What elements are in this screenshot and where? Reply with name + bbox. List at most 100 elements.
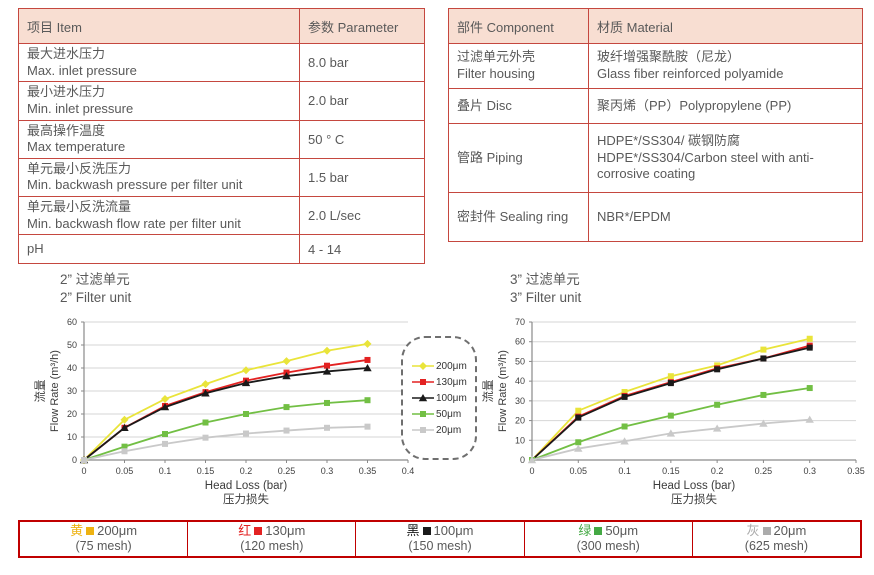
svg-text:Head Loss (bar): Head Loss (bar) [653,480,736,492]
svg-text:0.25: 0.25 [278,466,296,476]
legend-label: 100μm [436,392,467,404]
svg-text:流量: 流量 [482,380,495,403]
item-cell: 单元最小反洗压力 Min. backwash pressure per filte… [18,157,300,198]
item-cell: 最高操作温度 Max temperature [18,119,300,159]
svg-text:Flow Rate (m³/h): Flow Rate (m³/h) [49,350,61,432]
series-legend-box: 200μm 130μm 100μm 50μm 20μm [401,336,477,460]
square-marker-icon [412,411,434,417]
mesh-legend-cell: 绿 50μm (300 mesh) [525,522,693,556]
legend-item: 100μm [412,393,475,404]
svg-text:10: 10 [515,435,525,445]
color-name-zh: 黑 [406,523,420,539]
table-row: 单元最小反洗压力 Min. backwash pressure per filte… [18,157,425,198]
svg-text:10: 10 [67,432,77,442]
table-row: 最小进水压力 Min. inlet pressure 2.0 bar [18,81,425,121]
flow-rate-chart-2in: 0 10 20 30 40 50 60 0 0.05 0.1 0.15 0.2 0.25 0.3 0.35 0… [34,317,415,506]
spec-table: 项目 Item 参数 Parameter 最大进水压力 Max. inlet pr… [18,8,425,265]
mesh-count-label: (625 mesh) [744,539,809,554]
item-cell: 最大进水压力 Max. inlet pressure [18,42,300,83]
svg-text:压力损失: 压力损失 [223,492,269,506]
diamond-marker-icon [412,362,434,370]
component-cell: 管路 Piping [448,123,589,193]
table-row: 过滤单元外壳 Filter housing 玻纤增强聚酰胺（尼龙） Glass fi… [448,43,863,89]
component-cell: 叠片 Disc [448,88,589,124]
value-cell: 8.0 bar [299,42,425,83]
svg-text:50: 50 [515,356,525,366]
svg-text:60: 60 [515,337,525,347]
table-row: 叠片 Disc 聚丙烯（PP）Polypropylene (PP) [448,88,863,124]
chart-title-en: 2” Filter unit [60,289,132,305]
mesh-size-line: 绿 50μm [578,523,638,539]
material-cell: 聚丙烯（PP）Polypropylene (PP) [588,88,863,124]
chart-title-zh: 2” 过滤单元 [60,272,130,287]
svg-text:0.1: 0.1 [618,466,631,476]
flow-rate-chart-3in: 0 10 20 30 40 50 60 70 0 0.05 0.1 0.15 0.2 0.25 0.3 0.3… [482,317,865,506]
material-header: 材质 Material [588,8,863,44]
svg-text:0.2: 0.2 [711,466,724,476]
svg-text:40: 40 [67,363,77,373]
table-header-row: 项目 Item 参数 Parameter [18,8,425,44]
svg-text:20: 20 [67,409,77,419]
component-header: 部件 Component [448,8,589,44]
micron-size-label: 130μm [265,523,306,539]
component-cell: 过滤单元外壳 Filter housing [448,43,589,89]
color-name-zh: 绿 [578,523,592,539]
mesh-count-label: (75 mesh) [75,539,132,554]
micron-size-label: 200μm [97,523,138,539]
svg-text:0.3: 0.3 [803,466,816,476]
micron-size-label: 100μm [433,523,474,539]
micron-size-label: 20μm [773,523,807,539]
svg-text:0.1: 0.1 [159,466,172,476]
value-cell: 2.0 bar [299,81,425,121]
svg-text:流量: 流量 [34,380,47,403]
mesh-size-line: 灰 20μm [747,523,807,539]
svg-text:0: 0 [529,466,534,476]
mesh-legend-cell: 红 130μm (120 mesh) [188,522,357,556]
mesh-count-label: (300 mesh) [576,539,640,554]
mesh-size-line: 黄 200μm [70,523,137,539]
svg-text:0.05: 0.05 [570,466,588,476]
legend-item: 20μm [412,425,475,436]
svg-text:0.4: 0.4 [402,466,415,476]
mesh-legend-cell: 黄 200μm (75 mesh) [20,522,189,556]
svg-text:50: 50 [67,340,77,350]
chart-title-zh: 3” 过滤单元 [510,272,580,287]
value-cell: 2.0 L/sec [299,195,425,236]
triangle-marker-icon [412,394,434,402]
material-cell: 玻纤增强聚酰胺（尼龙） Glass fiber reinforced polyam… [588,43,863,89]
mesh-count-label: (150 mesh) [408,539,472,554]
legend-item: 50μm [412,409,475,420]
mesh-size-line: 黑 100μm [406,523,473,539]
color-swatch-icon [422,527,431,536]
color-swatch-icon [254,527,263,536]
mesh-count-label: (120 mesh) [240,539,304,554]
svg-text:0.3: 0.3 [321,466,334,476]
legend-label: 50μm [436,408,462,420]
color-swatch-icon [594,527,603,536]
svg-text:30: 30 [515,396,525,406]
svg-text:70: 70 [515,317,525,327]
table-header-row: 部件 Component 材质 Material [448,8,863,44]
value-cell: 50 ° C [299,119,425,159]
table-row: pH 4 - 14 [18,234,425,265]
table-row: 密封件 Sealing ring NBR*/EPDM [448,192,863,242]
color-name-zh: 灰 [746,523,760,539]
table-row: 最大进水压力 Max. inlet pressure 8.0 bar [18,42,425,83]
value-cell: 4 - 14 [299,234,425,265]
legend-label: 130μm [436,376,467,388]
legend-item: 200μm [412,361,475,372]
svg-text:0.25: 0.25 [755,466,773,476]
table-row: 单元最小反洗流量 Min. backwash flow rate per filt… [18,195,425,236]
svg-text:压力损失: 压力损失 [671,492,717,506]
color-swatch-icon [86,527,95,536]
mesh-size-line: 红 130μm [238,523,305,539]
svg-text:0.2: 0.2 [240,466,253,476]
mesh-legend-strip: 黄 200μm (75 mesh) 红 130μm (120 mesh) 黑 100μm (15… [18,520,862,558]
svg-text:60: 60 [67,317,77,327]
chart-title-2in: 2” 过滤单元 2” Filter unit [60,271,131,306]
mesh-legend-cell: 黑 100μm (150 mesh) [356,522,525,556]
legend-label: 200μm [436,360,467,372]
item-cell: 单元最小反洗流量 Min. backwash flow rate per filt… [18,195,300,236]
svg-text:0: 0 [81,466,86,476]
item-cell: 最小进水压力 Min. inlet pressure [18,81,300,121]
